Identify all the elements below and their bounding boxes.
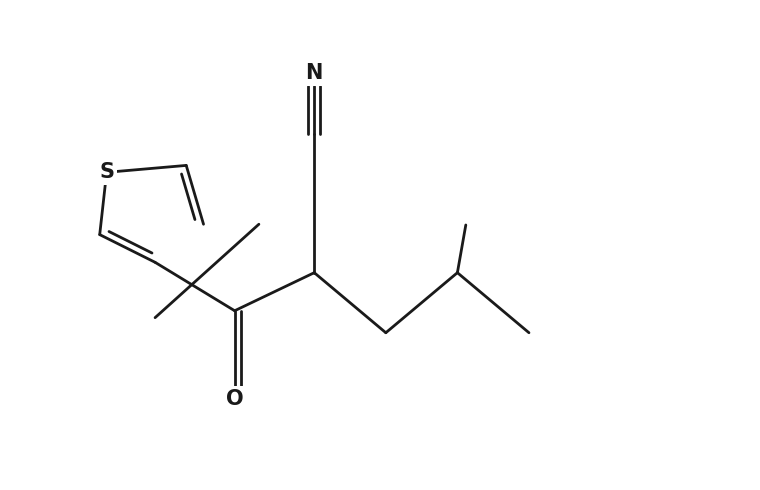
Text: O: O — [226, 390, 243, 409]
Text: N: N — [306, 63, 323, 83]
Text: S: S — [99, 162, 114, 182]
